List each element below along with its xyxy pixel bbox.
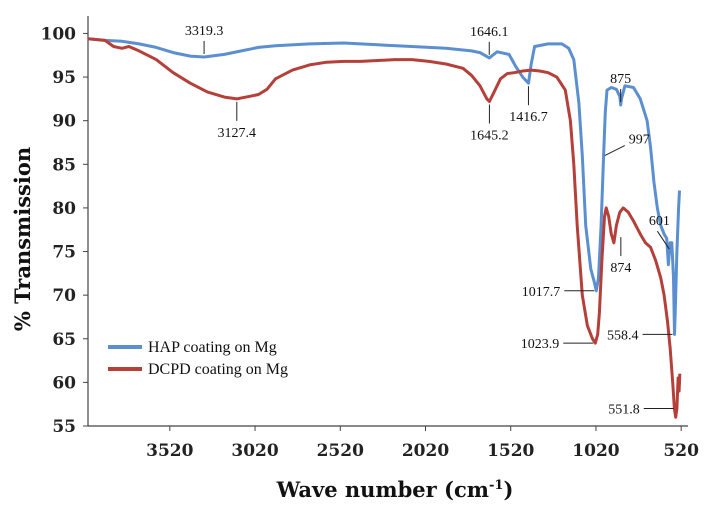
- y-tick-label: 55: [52, 417, 76, 437]
- peak-label: 601: [649, 214, 670, 229]
- peak-label: 997: [629, 133, 650, 148]
- peak-label: 3127.4: [218, 126, 257, 141]
- peak-label: 558.4: [607, 328, 639, 343]
- plot-frame: [87, 16, 688, 427]
- y-tick-label: 70: [52, 286, 76, 306]
- legend: HAP coating on Mg DCPD coating on Mg: [108, 339, 288, 378]
- peak-label: 875: [610, 72, 631, 87]
- legend-label-dcpd: DCPD coating on Mg: [148, 361, 288, 378]
- x-tick-label: 1020: [572, 441, 619, 461]
- x-tick-label: 3520: [146, 441, 193, 461]
- x-tick-label: 2020: [402, 441, 449, 461]
- peak-label: 1416.7: [509, 110, 548, 125]
- y-tick-label: 95: [52, 68, 76, 88]
- x-tick-label: 3020: [231, 441, 278, 461]
- y-axis-ticks: 55 60 65 70 75 80 85 90 95 100: [41, 24, 88, 437]
- peak-label: 3319.3: [185, 24, 224, 39]
- x-tick-label: 1520: [487, 441, 534, 461]
- x-tick-label: 2520: [317, 441, 364, 461]
- peak-label: 1017.7: [522, 285, 561, 300]
- y-tick-label: 60: [52, 373, 76, 393]
- peak-label: 1023.9: [521, 337, 560, 352]
- peak-label: 874: [610, 261, 631, 276]
- x-axis-ticks: 3520 3020 2520 2020 1520 1020 520: [146, 426, 699, 461]
- y-tick-label: 75: [52, 243, 76, 263]
- y-axis-title: % Transmission: [10, 147, 35, 331]
- annotation-leader: [604, 145, 625, 157]
- y-tick-label: 85: [52, 155, 76, 175]
- y-tick-label: 100: [41, 24, 77, 44]
- peak-label: 1645.2: [470, 128, 509, 143]
- legend-label-hap: HAP coating on Mg: [148, 339, 277, 356]
- x-axis-title: Wave number (cm-1): [276, 477, 514, 502]
- x-axis-title-close: ): [503, 477, 513, 502]
- peak-label: 551.8: [608, 403, 640, 418]
- peak-label: 1646.1: [470, 25, 509, 40]
- x-tick-label: 520: [663, 441, 699, 461]
- y-tick-label: 65: [52, 330, 76, 350]
- series-line-dcpd: [87, 37, 682, 419]
- annotation-leader: [656, 230, 670, 250]
- y-tick-label: 80: [52, 199, 76, 219]
- series-layer: [87, 37, 682, 419]
- y-tick-label: 90: [52, 112, 76, 132]
- peak-annotations: 3319.3 1646.1 1416.7 3127.4 1645.2 875 997 601 8…: [185, 24, 674, 418]
- series-line-hap: [87, 37, 681, 336]
- x-axis-title-superscript: -1: [489, 478, 503, 493]
